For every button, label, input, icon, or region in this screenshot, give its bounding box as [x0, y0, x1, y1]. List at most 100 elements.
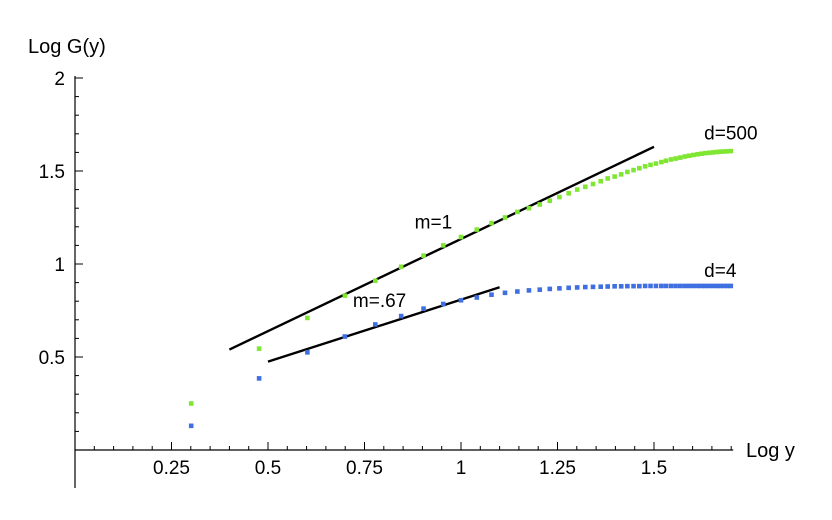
- data-point: [421, 253, 426, 258]
- data-point: [677, 283, 683, 289]
- data-point: [699, 283, 704, 289]
- data-point: [582, 184, 588, 190]
- data-point: [714, 149, 720, 155]
- data-point: [699, 151, 704, 157]
- data-point: [653, 161, 659, 166]
- data-point: [373, 322, 378, 327]
- data-point: [590, 181, 596, 187]
- data-point: [256, 346, 262, 351]
- y-tick-label: 1.5: [39, 162, 65, 183]
- data-point: [590, 284, 596, 290]
- data-point: [598, 284, 604, 289]
- data-point: [663, 158, 669, 164]
- data-point: [682, 283, 688, 289]
- data-point: [547, 198, 553, 204]
- annotation-label: m=.67: [353, 291, 406, 312]
- data-point: [188, 423, 194, 429]
- data-point: [710, 283, 716, 289]
- data-point: [637, 283, 642, 289]
- data-point: [440, 301, 446, 307]
- data-point: [706, 283, 712, 289]
- data-point: [653, 283, 659, 289]
- data-point: [637, 165, 642, 171]
- series-d500: [188, 148, 734, 406]
- data-point: [612, 284, 617, 289]
- annotation-label: d=4: [704, 261, 737, 282]
- data-point: [458, 234, 464, 240]
- data-point: [526, 288, 532, 293]
- data-point: [256, 376, 262, 381]
- data-point: [642, 164, 648, 169]
- y-axis-label: Log G(y): [28, 36, 106, 58]
- data-point: [677, 155, 683, 160]
- data-point: [728, 283, 734, 289]
- data-point: [421, 306, 426, 311]
- data-point: [342, 334, 348, 339]
- data-point: [547, 286, 553, 292]
- x-tick-label: 0.25: [153, 458, 190, 479]
- data-points: [188, 148, 734, 429]
- data-point: [582, 284, 588, 290]
- x-tick-label: 1: [456, 458, 467, 479]
- data-point: [691, 283, 696, 289]
- data-point: [605, 176, 610, 181]
- data-point: [618, 284, 624, 289]
- data-point: [474, 295, 480, 300]
- data-point: [703, 150, 708, 156]
- data-point: [725, 283, 730, 289]
- x-axis-label: Log y: [746, 440, 795, 462]
- data-point: [618, 172, 624, 177]
- data-point: [574, 187, 580, 192]
- data-point: [659, 283, 664, 289]
- data-point: [718, 283, 723, 289]
- x-tick-label: 0.75: [346, 458, 383, 479]
- data-point: [695, 283, 700, 289]
- data-point: [305, 350, 310, 355]
- series-d4: [188, 283, 734, 429]
- data-point: [398, 264, 404, 270]
- y-tick-label: 0.5: [39, 348, 65, 369]
- x-tick-label: 1.25: [539, 458, 576, 479]
- fit-lines: [228, 145, 655, 363]
- data-point: [557, 286, 562, 291]
- data-point: [342, 293, 348, 298]
- x-tick-label: 0.5: [255, 458, 281, 479]
- data-point: [686, 283, 692, 289]
- data-point: [728, 148, 734, 154]
- data-point: [458, 297, 464, 303]
- data-point: [642, 283, 648, 289]
- data-point: [305, 315, 310, 321]
- y-tick-label: 2: [54, 69, 65, 90]
- data-point: [725, 148, 730, 154]
- data-point: [714, 283, 720, 289]
- x-tick-label: 1.5: [641, 458, 667, 479]
- data-point: [673, 283, 678, 289]
- data-point: [605, 284, 610, 289]
- annotations: d=500 m=1 m=.67 d=4: [353, 123, 758, 311]
- data-point: [682, 154, 688, 159]
- data-point: [474, 227, 480, 232]
- data-point: [663, 283, 669, 289]
- data-point: [489, 292, 494, 297]
- data-point: [695, 151, 700, 157]
- data-point: [502, 215, 508, 220]
- data-point: [648, 162, 653, 168]
- data-point: [668, 283, 674, 289]
- data-point: [625, 283, 630, 289]
- data-point: [515, 209, 520, 215]
- data-point: [691, 152, 696, 158]
- data-point: [659, 159, 664, 165]
- data-point: [557, 194, 562, 200]
- ticks: 0.25 0.5 0.75 1 1.25 1.5 0.5 1 1.5 2: [39, 69, 732, 479]
- data-point: [566, 191, 571, 196]
- data-point: [537, 287, 543, 292]
- data-point: [526, 205, 532, 211]
- data-point: [668, 157, 674, 162]
- data-point: [686, 153, 692, 159]
- axes: Log G(y) Log y: [28, 36, 795, 488]
- data-point: [502, 290, 508, 296]
- data-point: [631, 167, 636, 173]
- data-point: [515, 289, 520, 294]
- data-point: [706, 150, 712, 156]
